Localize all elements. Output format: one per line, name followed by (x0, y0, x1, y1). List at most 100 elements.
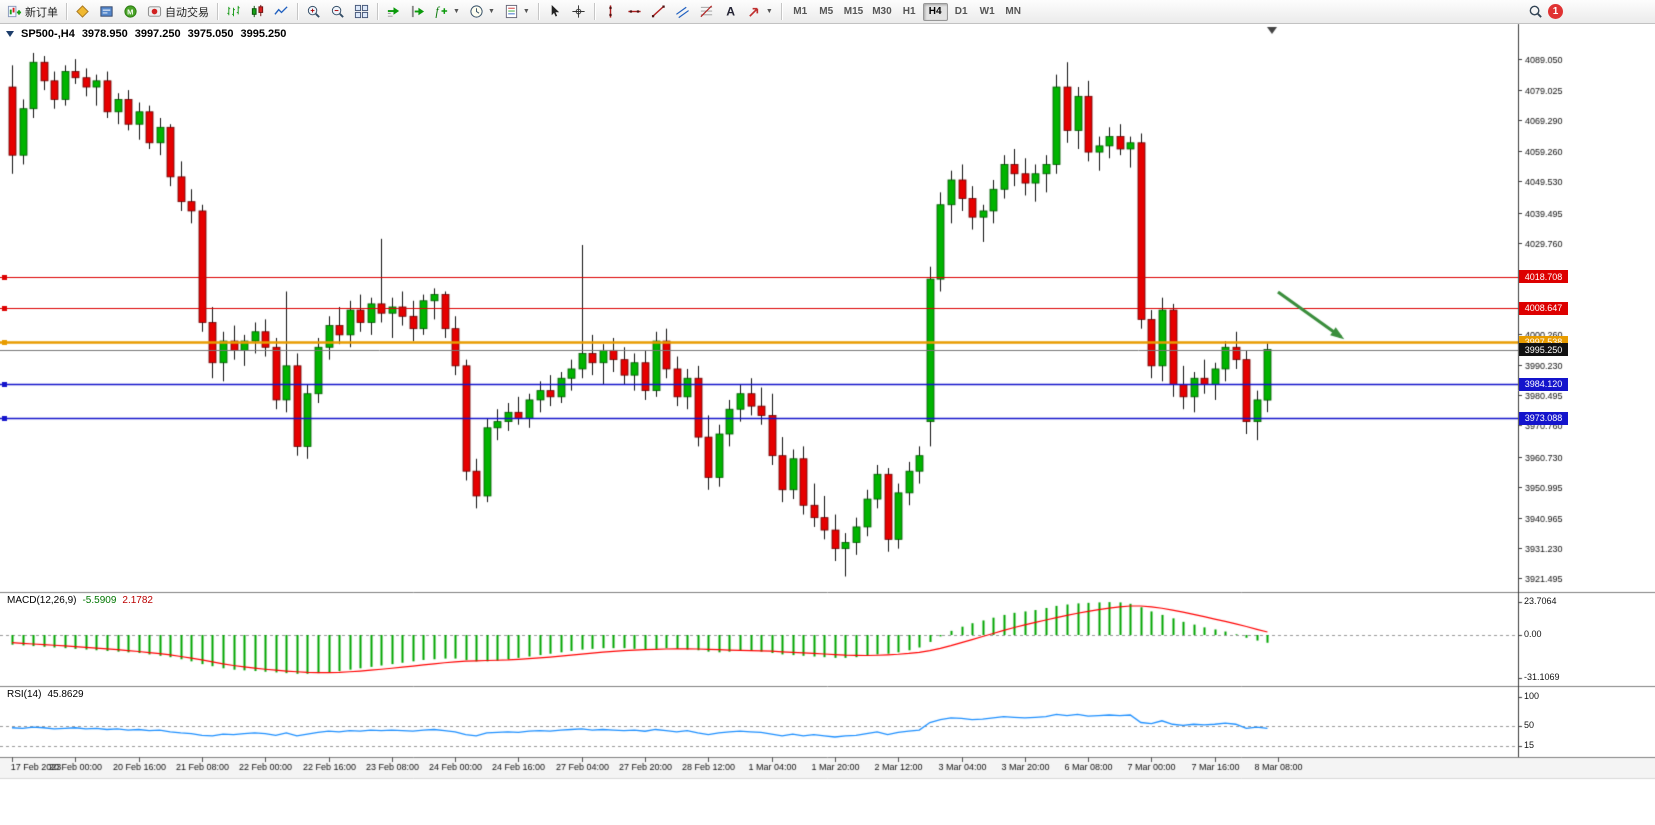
price-label-resistance-line-upper[interactable]: 4018.708 (1519, 270, 1568, 284)
crosshair-icon (571, 4, 586, 19)
arrows-icon (747, 4, 762, 19)
text-label-icon: A (723, 4, 738, 19)
trendline-button[interactable] (647, 1, 670, 22)
new-order-icon (7, 4, 22, 19)
channel-icon (675, 4, 690, 19)
templates-icon (504, 4, 519, 19)
auto-trading-label: 自动交易 (165, 6, 209, 19)
meta-editor-icon (75, 4, 90, 19)
macd-value-signal: 2.1782 (122, 595, 153, 606)
candlestick-chart-icon (250, 4, 265, 19)
channel-button[interactable] (671, 1, 694, 22)
toolbar-separator (297, 3, 298, 20)
chart-shift-icon (410, 4, 425, 19)
search-button[interactable] (1524, 1, 1547, 22)
bar-chart-button[interactable] (222, 1, 245, 22)
timeframe-button-m15[interactable]: M15 (840, 3, 867, 21)
notification-count: 1 (1552, 6, 1559, 17)
vertical-line-button[interactable] (599, 1, 622, 22)
timeframes-group: M1 M5 M15 M30 H1 H4 D1 W1 MN (788, 2, 1026, 21)
price-label-bid-price-line: 3995.250 (1519, 343, 1568, 357)
templates-dropdown-caret: ▼ (522, 8, 530, 15)
price-label-support-line-upper[interactable]: 3984.120 (1519, 377, 1568, 391)
vertical-line-icon (603, 4, 618, 19)
line-chart-icon (274, 4, 289, 19)
zoom-out-icon (330, 4, 345, 19)
chart-title: SP500-,H4 3978.950 3997.250 3975.050 399… (6, 28, 286, 40)
line-chart-button[interactable] (270, 1, 293, 22)
timeframe-button-m5[interactable]: M5 (814, 3, 839, 21)
rsi-name: RSI(14) (7, 689, 42, 700)
cursor-icon (547, 4, 562, 19)
mql5-market-icon: M (123, 4, 138, 19)
timeframe-button-d1[interactable]: D1 (949, 3, 974, 21)
indicators-dropdown-caret: ▼ (453, 8, 460, 15)
auto-trading-icon (147, 4, 162, 19)
new-order-button[interactable]: 新订单 (3, 1, 62, 22)
indicators-button[interactable]: f ▼ (430, 1, 464, 22)
notifications-badge[interactable]: 1 (1548, 4, 1563, 19)
ohlc-high: 3997.250 (134, 28, 181, 40)
candlestick-chart-button[interactable] (246, 1, 269, 22)
arrows-button[interactable]: ▼ (743, 1, 777, 22)
ohlc-close: 3995.250 (240, 28, 287, 40)
new-order-label: 新订单 (25, 6, 58, 19)
timeframe-button-h4[interactable]: H4 (922, 2, 948, 21)
tile-windows-button[interactable] (350, 1, 373, 22)
zoom-in-button[interactable] (302, 1, 325, 22)
macd-label: MACD(12,26,9) -5.5909 2.1782 (7, 595, 153, 606)
rsi-value: 45.8629 (47, 689, 84, 700)
price-label-resistance-line-lower[interactable]: 4008.647 (1519, 301, 1568, 315)
mql5-market-button[interactable]: M (119, 1, 142, 22)
toolbar-separator (593, 3, 595, 20)
terminal-panel-button[interactable] (95, 1, 118, 22)
search-icon (1528, 4, 1543, 19)
one-click-trading-toggle[interactable] (6, 31, 14, 37)
timeframe-button-m30[interactable]: M30 (868, 3, 895, 21)
ohlc-open: 3978.950 (81, 28, 128, 40)
svg-text:A: A (726, 5, 735, 19)
price-label-support-line-lower[interactable]: 3973.088 (1519, 411, 1568, 425)
chart-symbol-period: SP500-,H4 (21, 28, 75, 40)
meta-editor-button[interactable] (71, 1, 94, 22)
templates-button[interactable]: ▼ (500, 1, 534, 22)
cursor-button[interactable] (543, 1, 566, 22)
timeframe-button-m1[interactable]: M1 (788, 3, 813, 21)
rsi-label: RSI(14) 45.8629 (7, 689, 84, 700)
macd-name: MACD(12,26,9) (7, 595, 77, 606)
toolbar-separator (537, 3, 539, 20)
fibonacci-icon (699, 4, 714, 19)
timeframe-button-mn[interactable]: MN (1001, 3, 1026, 21)
toolbar-separator (217, 3, 218, 20)
auto-scroll-icon (386, 4, 401, 19)
timeframe-button-w1[interactable]: W1 (975, 3, 1000, 21)
terminal-panel-icon (99, 4, 114, 19)
svg-text:f: f (435, 5, 440, 19)
periods-button[interactable]: ▼ (465, 1, 499, 22)
timeframe-button-h1[interactable]: H1 (897, 3, 922, 21)
ohlc-low: 3975.050 (187, 28, 234, 40)
arrows-dropdown-caret: ▼ (765, 8, 773, 15)
crosshair-button[interactable] (567, 1, 590, 22)
text-label-button[interactable]: A (719, 1, 742, 22)
toolbar-separator (66, 3, 67, 20)
bar-chart-icon (226, 4, 241, 19)
indicators-icon: f (434, 4, 449, 19)
macd-value-main: -5.5909 (82, 595, 117, 606)
zoom-out-button[interactable] (326, 1, 349, 22)
svg-text:M: M (127, 7, 133, 16)
horizontal-line-button[interactable] (623, 1, 646, 22)
toolbar: 新订单 M 自动交易 (0, 0, 1655, 24)
fibonacci-button[interactable] (695, 1, 718, 22)
toolbar-separator (780, 3, 782, 20)
periods-icon (469, 4, 484, 19)
auto-trading-button[interactable]: 自动交易 (143, 1, 213, 22)
tile-windows-icon (354, 4, 369, 19)
periods-dropdown-caret: ▼ (487, 8, 495, 15)
chart-shift-button[interactable] (406, 1, 429, 22)
zoom-in-icon (306, 4, 321, 19)
auto-scroll-button[interactable] (382, 1, 405, 22)
